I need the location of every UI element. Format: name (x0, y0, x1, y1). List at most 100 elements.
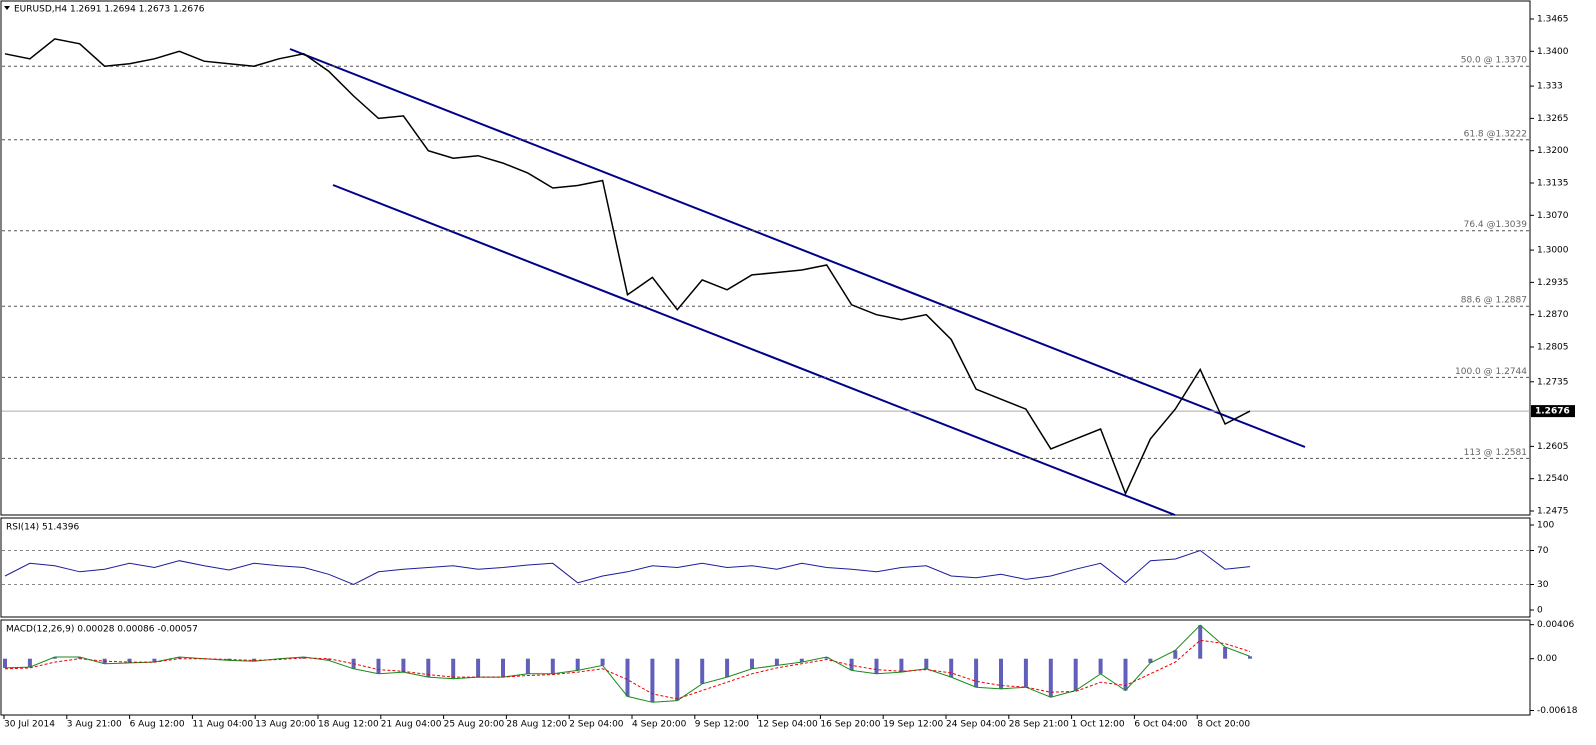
macd-histogram (451, 658, 456, 679)
rsi-tick-label: 30 (1537, 580, 1549, 590)
current-price-label: 1.2676 (1535, 407, 1570, 417)
y-tick-label: 1.3135 (1537, 179, 1569, 189)
channel-lower[interactable] (332, 184, 1176, 516)
macd-histogram (501, 658, 505, 678)
y-tick-label: 1.2935 (1537, 278, 1569, 288)
fib-label: 113 @ 1.2581 (1464, 448, 1527, 458)
macd-histogram (1223, 646, 1228, 659)
macd-histogram (974, 658, 979, 688)
macd-histogram (326, 658, 331, 661)
y-tick-label: 1.3400 (1537, 47, 1569, 57)
macd-histogram (824, 657, 829, 659)
y-tick-label: 1.2735 (1537, 377, 1569, 387)
macd-histogram (799, 658, 804, 663)
macd-histogram (177, 657, 182, 659)
rsi-line (4, 549, 1251, 586)
macd-histogram (77, 657, 82, 659)
macd-histogram (1098, 658, 1103, 674)
macd-histogram (525, 658, 530, 674)
fib-label: 50.0 @ 1.3370 (1461, 56, 1528, 66)
fib-label: 88.6 @ 1.2887 (1461, 296, 1527, 306)
macd-histogram (401, 658, 406, 673)
macd-histogram (750, 658, 754, 669)
y-tick-label: 1.3000 (1537, 246, 1569, 256)
menu-arrow[interactable] (4, 6, 10, 10)
macd-histogram (774, 658, 779, 666)
y-tick-label: 1.333 (1537, 82, 1563, 92)
macd-tick-label: 0.00406 (1537, 620, 1574, 630)
macd-histogram (152, 658, 157, 663)
x-tick-label: 3 Aug 21:00 (67, 720, 122, 730)
x-tick-label: 13 Aug 20:00 (255, 720, 316, 730)
x-tick-label: 6 Oct 04:00 (1134, 720, 1187, 730)
channel-upper[interactable] (289, 48, 1306, 448)
x-tick-label: 1 Oct 12:00 (1072, 720, 1125, 730)
x-tick-label: 16 Sep 20:00 (820, 720, 880, 730)
macd-histogram (949, 658, 954, 678)
x-tick-label: 28 Sep 21:00 (1009, 720, 1069, 730)
y-tick-label: 1.3200 (1537, 146, 1569, 156)
x-tick-label: 12 Sep 04:00 (758, 720, 818, 730)
x-tick-label: 8 Oct 20:00 (1197, 720, 1250, 730)
x-tick-label: 19 Sep 12:00 (883, 720, 943, 730)
x-tick-label: 2 Sep 04:00 (569, 720, 624, 730)
macd-histogram (874, 658, 879, 674)
macd-histogram (575, 658, 580, 671)
macd-histogram (899, 658, 904, 673)
x-tick-label: 6 Aug 12:00 (130, 720, 185, 730)
macd-histogram (1198, 625, 1203, 659)
y-tick-label: 1.3070 (1537, 211, 1569, 221)
x-tick-label: 4 Sep 20:00 (632, 720, 687, 730)
macd-histogram (625, 658, 630, 697)
macd-histogram (27, 658, 32, 668)
y-tick-label: 1.2605 (1537, 442, 1569, 452)
current-price-box (1531, 405, 1575, 418)
macd-histogram (650, 658, 655, 703)
rsi-header: RSI(14) 51.4396 (6, 523, 79, 533)
rsi-tick-label: 70 (1537, 546, 1549, 556)
x-tick-label: 21 Aug 04:00 (381, 720, 442, 730)
macd-histogram (1073, 658, 1078, 691)
macd-histogram (3, 658, 7, 668)
y-tick-label: 1.2805 (1537, 343, 1569, 353)
macd-histogram (924, 658, 929, 669)
x-tick-label: 25 Aug 20:00 (444, 720, 505, 730)
symbol-header: EURUSD,H4 1.2691 1.2694 1.2673 1.2676 (14, 5, 205, 15)
x-tick-label: 11 Aug 04:00 (192, 720, 253, 730)
macd-histogram (1173, 650, 1178, 659)
x-tick-label: 30 Jul 2014 (4, 720, 55, 730)
y-tick-label: 1.2540 (1537, 474, 1569, 484)
price-panel-frame (0, 0, 1531, 516)
rsi-tick-label: 100 (1537, 521, 1554, 531)
x-tick-label: 28 Aug 12:00 (506, 720, 567, 730)
macd-histogram (52, 657, 57, 659)
fib-label: 100.0 @ 1.2744 (1455, 367, 1527, 377)
x-tick-label: 24 Sep 04:00 (946, 720, 1006, 730)
macd-histogram (849, 658, 854, 671)
y-tick-label: 1.3465 (1537, 15, 1569, 25)
macd-histogram (700, 658, 705, 684)
rsi-panel-frame (0, 517, 1531, 618)
macd-histogram (999, 658, 1003, 689)
macd-histogram (675, 658, 680, 701)
macd-histogram (426, 658, 431, 678)
macd-histogram (1123, 658, 1128, 691)
rsi-tick-label: 0 (1537, 606, 1543, 616)
y-tick-label: 1.3265 (1537, 114, 1569, 124)
macd-tick-label: 0.00 (1537, 654, 1557, 664)
macd-histogram (376, 658, 381, 674)
macd-histogram (1148, 658, 1153, 663)
macd-header: MACD(12,26,9) 0.00028 0.00086 -0.00057 (6, 625, 198, 635)
x-tick-label: 18 Aug 12:00 (318, 720, 379, 730)
macd-tick-label: -0.00618 (1537, 706, 1578, 716)
macd-histogram (550, 658, 555, 674)
macd-histogram (127, 658, 132, 663)
macd-histogram (600, 658, 605, 666)
y-tick-label: 1.2870 (1537, 310, 1569, 320)
price-line (4, 38, 1251, 496)
macd-histogram (1048, 658, 1053, 698)
macd-histogram (1248, 656, 1252, 659)
macd-histogram (725, 658, 730, 678)
